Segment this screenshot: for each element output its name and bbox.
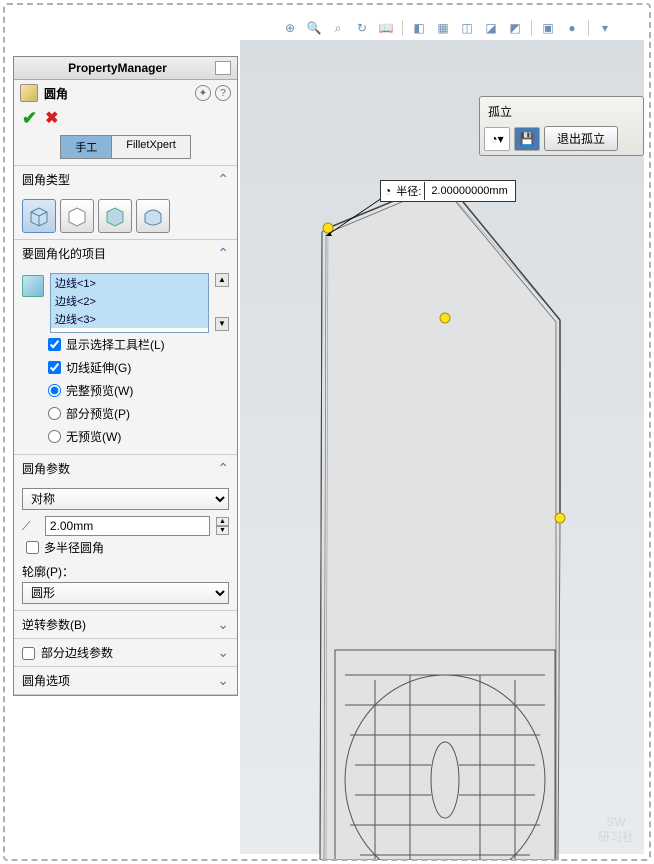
multi-radius-checkbox[interactable] <box>26 541 39 554</box>
type-constant-button[interactable] <box>22 199 56 233</box>
profile-select[interactable]: 圆形 <box>22 582 229 604</box>
exit-isolate-button[interactable]: 退出孤立 <box>544 126 618 151</box>
navigate-icon[interactable]: ⊕ <box>280 18 300 38</box>
save-icon[interactable]: 💾 <box>514 127 540 151</box>
vertex-highlight <box>555 513 565 523</box>
feature-name: 圆角 <box>44 85 68 102</box>
preview-full-radio[interactable] <box>48 384 61 397</box>
cancel-button[interactable]: ✖ <box>45 108 58 129</box>
ok-button[interactable]: ✔ <box>22 108 37 129</box>
section-items: 要圆角化的项目 ⌃ 边线<1> 边线<2> 边线<3> ▲ ▼ 显示选择工具栏(… <box>14 240 237 455</box>
panel-title-bar: PropertyManager <box>14 57 237 80</box>
tab-filletxpert[interactable]: FilletXpert <box>111 135 191 159</box>
cube2-icon[interactable]: ◪ <box>481 18 501 38</box>
tangent-checkbox[interactable] <box>48 361 61 374</box>
chevron-up-icon: ⌃ <box>217 171 229 188</box>
radius-input[interactable] <box>45 516 210 536</box>
separator <box>402 20 403 36</box>
dimension-leader <box>324 196 386 236</box>
section-options: 圆角选项 ⌄ <box>14 667 237 695</box>
isolate-panel: 孤立 ◔▾ 💾 退出孤立 <box>479 96 644 156</box>
section-items-header[interactable]: 要圆角化的项目 ⌃ <box>14 240 237 267</box>
cube1-icon[interactable]: ◫ <box>457 18 477 38</box>
section-reverse: 逆转参数(B) ⌄ <box>14 611 237 639</box>
section-type: 圆角类型 ⌃ <box>14 166 237 240</box>
list-item[interactable]: 边线<2> <box>51 292 208 310</box>
callout-icon: ◔ <box>382 184 393 198</box>
more-icon[interactable]: ▾ <box>595 18 615 38</box>
view-toolbar: ⊕ 🔍 ⌕ ↻ 📖 ◧ ▦ ◫ ◪ ◩ ▣ ● ▾ <box>280 18 615 38</box>
zoom-area-icon[interactable]: ⌕ <box>328 18 348 38</box>
book-icon[interactable]: 📖 <box>376 18 396 38</box>
chevron-up-icon: ⌃ <box>217 460 229 477</box>
section-partial-edge-header[interactable]: 部分边线参数 ⌄ <box>14 639 237 666</box>
fillet-icon <box>20 84 38 102</box>
radius-callout[interactable]: ◔ 半径: 2.00000000mm <box>380 180 516 202</box>
dot-icon[interactable]: ● <box>562 18 582 38</box>
cube3-icon[interactable]: ◩ <box>505 18 525 38</box>
chevron-up-icon: ⌃ <box>217 245 229 262</box>
partial-edge-checkbox[interactable] <box>22 647 35 660</box>
chevron-down-icon: ⌄ <box>217 672 229 689</box>
callout-value[interactable]: 2.00000000mm <box>425 184 513 198</box>
section-reverse-header[interactable]: 逆转参数(B) ⌄ <box>14 611 237 638</box>
pin-icon[interactable] <box>215 61 231 75</box>
isolate-title: 孤立 <box>484 101 639 126</box>
section-type-header[interactable]: 圆角类型 ⌃ <box>14 166 237 193</box>
part-model <box>240 40 650 860</box>
help-icon[interactable]: ? <box>215 85 231 101</box>
section-partial-edge: 部分边线参数 ⌄ <box>14 639 237 667</box>
chevron-down-icon: ⌄ <box>217 644 229 661</box>
list-item[interactable]: 边线<1> <box>51 274 208 292</box>
list-item[interactable]: 边线<3> <box>51 310 208 328</box>
radius-icon: ⟋ <box>22 517 39 535</box>
shade-icon[interactable]: ▣ <box>538 18 558 38</box>
type-variable-button[interactable] <box>60 199 94 233</box>
separator <box>531 20 532 36</box>
symmetry-select[interactable]: 对称 <box>22 488 229 510</box>
panel-title: PropertyManager <box>20 61 215 75</box>
type-face-button[interactable] <box>98 199 132 233</box>
confirm-row: ✔ ✖ <box>14 106 237 135</box>
callout-label: 半径: <box>393 182 425 200</box>
edge-listbox[interactable]: 边线<1> 边线<2> 边线<3> <box>50 273 209 333</box>
display-icon[interactable]: ▦ <box>433 18 453 38</box>
spin-down-button[interactable]: ▼ <box>216 526 229 535</box>
section-options-header[interactable]: 圆角选项 ⌄ <box>14 667 237 694</box>
mode-tabs: 手工 FilletXpert <box>14 135 237 166</box>
zoom-fit-icon[interactable]: 🔍 <box>304 18 324 38</box>
isolate-mode-icon[interactable]: ◔▾ <box>484 127 510 151</box>
3d-viewport[interactable] <box>240 40 644 854</box>
spin-up-button[interactable]: ▲ <box>216 517 229 526</box>
preview-partial-radio[interactable] <box>48 407 61 420</box>
preview-none-radio[interactable] <box>48 430 61 443</box>
fillet-type-buttons <box>22 199 229 233</box>
chevron-down-icon: ⌄ <box>217 616 229 633</box>
edge-selection-icon <box>22 275 44 297</box>
tab-manual[interactable]: 手工 <box>60 135 111 159</box>
scroll-down-button[interactable]: ▼ <box>215 317 229 331</box>
section-icon[interactable]: ◧ <box>409 18 429 38</box>
profile-label: 轮廓(P)： <box>22 559 229 582</box>
tips-icon[interactable]: ✦ <box>195 85 211 101</box>
type-full-round-button[interactable] <box>136 199 170 233</box>
separator <box>588 20 589 36</box>
section-params-header[interactable]: 圆角参数 ⌃ <box>14 455 237 482</box>
scroll-up-button[interactable]: ▲ <box>215 273 229 287</box>
property-manager: PropertyManager 圆角 ✦ ? ✔ ✖ 手工 FilletXper… <box>13 56 238 696</box>
section-params: 圆角参数 ⌃ 对称 ⟋ ▲▼ 多半径圆角 轮廓(P)： 圆形 <box>14 455 237 611</box>
rotate-icon[interactable]: ↻ <box>352 18 372 38</box>
show-toolbar-checkbox[interactable] <box>48 338 61 351</box>
vertex-highlight <box>440 313 450 323</box>
feature-header: 圆角 ✦ ? <box>14 80 237 106</box>
watermark: SW 研习社 <box>598 815 634 844</box>
